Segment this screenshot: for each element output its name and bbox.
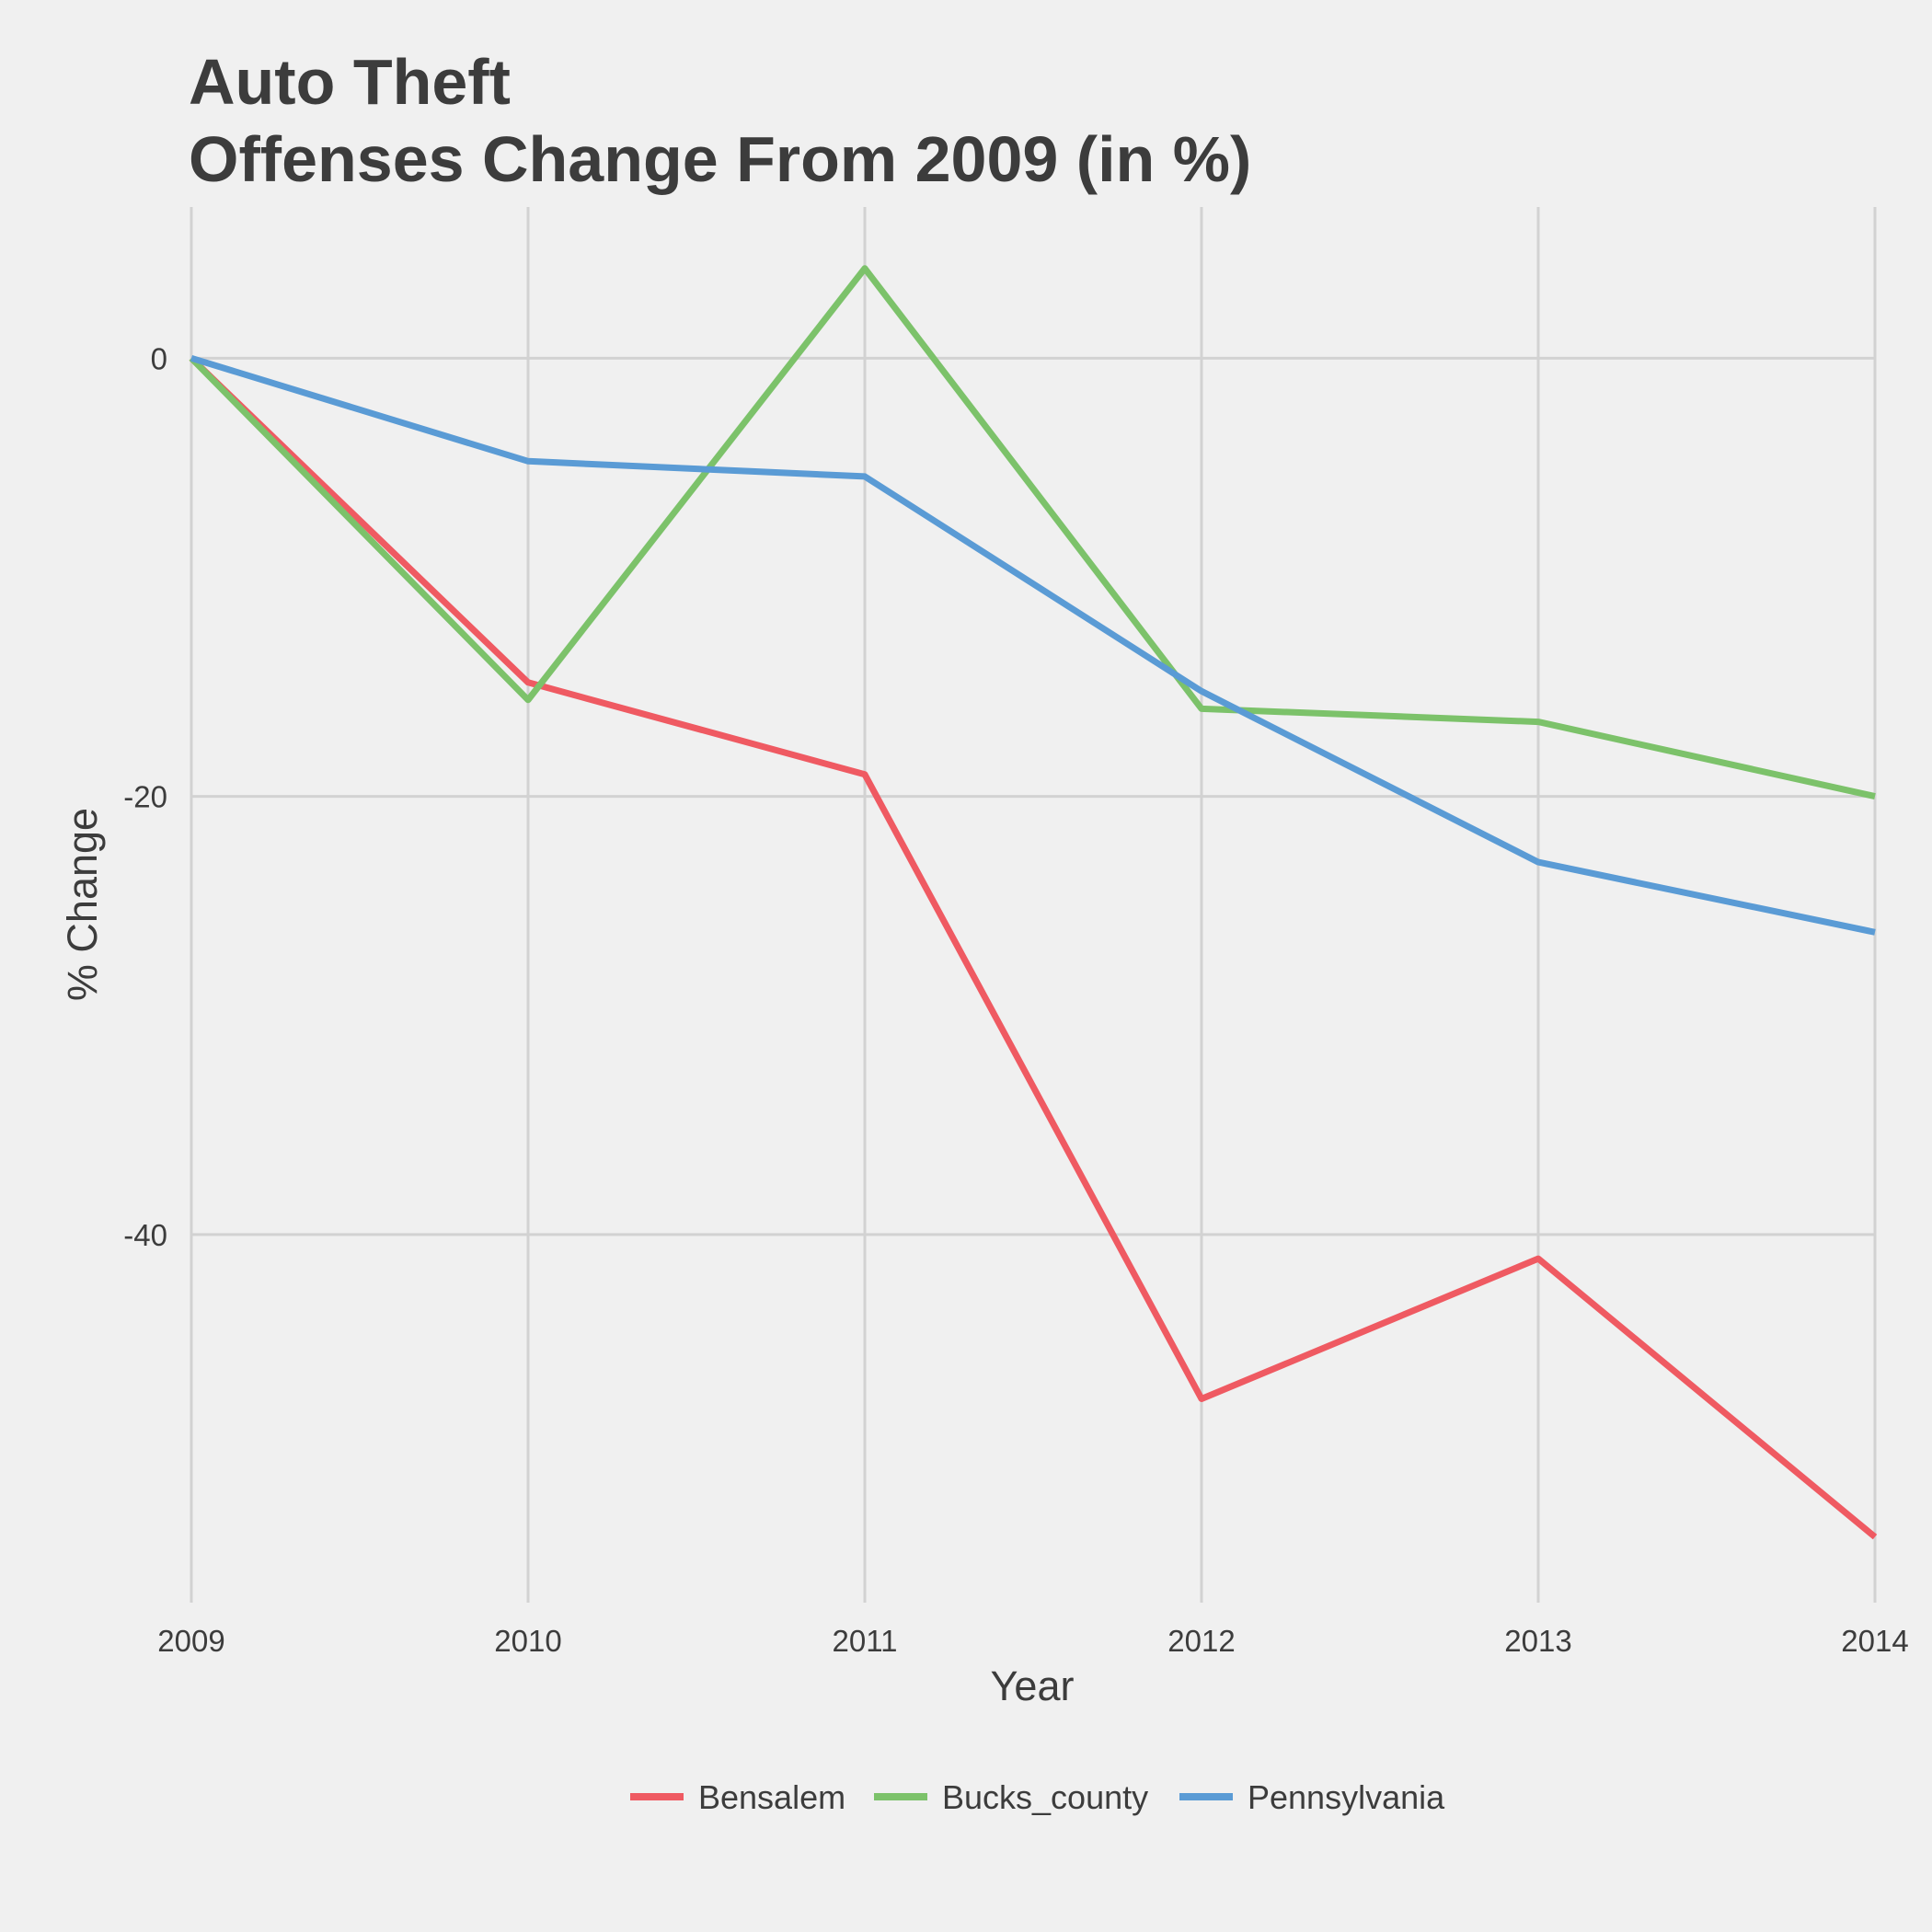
legend-item: Bucks_county (874, 1778, 1148, 1816)
chart-title: Auto Theft Offenses Change From 2009 (in… (189, 46, 1251, 195)
x-tick-labels: 2009 2010 2011 2012 2013 2014 (157, 1624, 1908, 1658)
series-line-bensalem (189, 355, 1878, 1540)
legend-label: Bucks_county (942, 1778, 1148, 1816)
x-tick-label: 2011 (833, 1624, 898, 1658)
y-axis-title: % Change (59, 808, 106, 1001)
series-line-pennsylvania (190, 354, 1876, 936)
series-line-bucks-county (189, 265, 1876, 800)
series-lines (189, 265, 1878, 1540)
legend-label: Pennsylvania (1248, 1778, 1445, 1816)
x-tick-label: 2013 (1504, 1624, 1571, 1658)
x-gridlines (190, 207, 1877, 1603)
chart-title-line-1: Auto Theft (189, 46, 511, 118)
y-tick-label: 0 (151, 341, 167, 375)
chart-title-line-2: Offenses Change From 2009 (in %) (189, 123, 1251, 195)
y-tick-label: -20 (123, 780, 167, 814)
x-axis-title: Year (991, 1662, 1075, 1709)
y-tick-label: -40 (123, 1218, 167, 1252)
x-tick-label: 2012 (1167, 1624, 1235, 1658)
x-tick-label: 2010 (494, 1624, 561, 1658)
legend: Bensalem Bucks_county Pennsylvania (630, 1778, 1445, 1816)
x-tick-label: 2014 (1841, 1624, 1908, 1658)
legend-label: Bensalem (698, 1778, 845, 1816)
y-gridlines (191, 356, 1875, 1236)
x-tick-label: 2009 (157, 1624, 224, 1658)
y-tick-labels: 0 -20 -40 (123, 341, 167, 1252)
legend-item: Pennsylvania (1179, 1778, 1445, 1816)
legend-item: Bensalem (630, 1778, 845, 1816)
